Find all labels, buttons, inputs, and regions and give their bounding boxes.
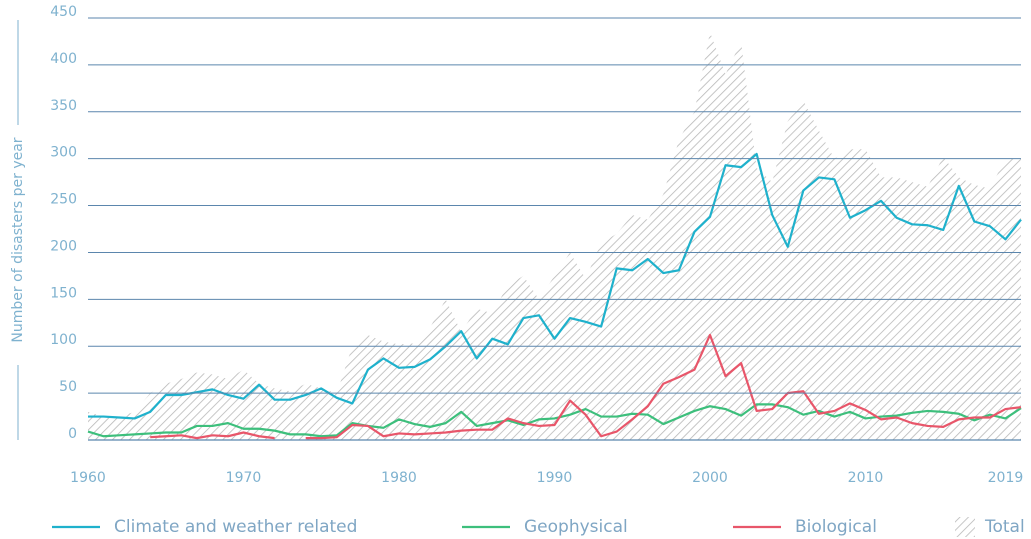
- x-tick-label: 1980: [381, 470, 417, 486]
- x-tick-label: 1960: [70, 470, 106, 486]
- legend-label: Biological: [795, 517, 877, 537]
- y-tick-label: 300: [50, 145, 77, 161]
- y-tick-label: 100: [50, 332, 77, 348]
- x-tick-label: 2010: [848, 470, 884, 486]
- total-area: [88, 32, 1021, 441]
- y-tick-label: 200: [50, 238, 77, 254]
- series-line: [305, 333, 1022, 440]
- y-tick-label: 400: [50, 51, 77, 67]
- legend-label: Total: [984, 517, 1025, 537]
- grid: [88, 17, 1021, 441]
- x-tick-label: 2019: [988, 470, 1024, 486]
- y-tick-label: 50: [59, 379, 77, 395]
- y-axis-label: Number of disasters per year: [10, 137, 26, 342]
- y-tick-label: 350: [50, 98, 77, 114]
- y-tick-label: 150: [50, 285, 77, 301]
- x-tick-label: 1970: [226, 470, 262, 486]
- y-tick-label: 450: [50, 4, 77, 20]
- series-line: [150, 431, 275, 440]
- y-tick-label: 250: [50, 192, 77, 208]
- series-line: [87, 403, 1022, 438]
- legend-swatch: [955, 517, 975, 537]
- legend-label: Climate and weather related: [114, 517, 357, 537]
- x-tick-label: 1990: [537, 470, 573, 486]
- x-tick-label: 2000: [692, 470, 728, 486]
- series-line: [88, 152, 1022, 420]
- legend-label: Geophysical: [524, 517, 628, 537]
- y-tick-label: 0: [68, 426, 77, 442]
